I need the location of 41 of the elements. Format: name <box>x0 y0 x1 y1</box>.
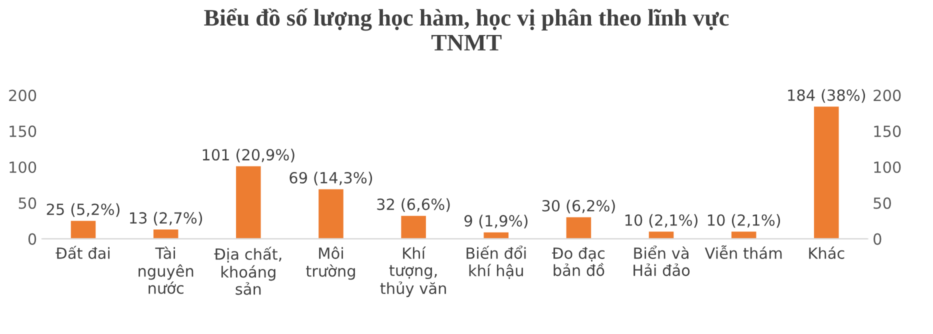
x-tick-label: Môi trường <box>306 246 355 280</box>
x-tick-label: Khác <box>809 246 844 259</box>
x-tick-label: Khí tượng, thủy văn <box>380 246 446 298</box>
x-tick-label: Biển và Hải đảo <box>634 246 690 276</box>
y2-tick-label: 0 <box>874 233 882 245</box>
bar <box>236 166 261 239</box>
y-tick-label: 200 <box>9 90 36 102</box>
y-tick-label: 100 <box>10 161 36 174</box>
bar <box>731 232 756 239</box>
data-label: 32 (6,6%) <box>377 198 450 212</box>
y-tick-label: 150 <box>10 126 36 138</box>
y2-tick-label: 100 <box>874 161 901 174</box>
y-tick-label: 0 <box>28 233 36 245</box>
chart-title: Biểu đồ số lượng học hàm, học vị phân theo lĩnh vực TNMT <box>204 8 729 50</box>
data-label: 184 (38%) <box>788 89 866 103</box>
bar <box>401 216 426 239</box>
x-tick-label: Địa chất, khoáng sản <box>214 246 282 295</box>
data-label: 30 (6,2%) <box>542 200 615 214</box>
data-label: 10 (2,1%) <box>708 214 780 228</box>
data-label: 25 (5,2%) <box>46 203 120 217</box>
data-label: 101 (20,9%) <box>202 148 294 162</box>
y2-tick-label: 200 <box>874 90 901 102</box>
bar <box>153 229 178 239</box>
bar <box>648 232 674 239</box>
y2-tick-label: 150 <box>874 126 901 138</box>
x-tick-label: Tài nguyên nước <box>138 246 194 294</box>
bar <box>814 106 839 239</box>
bar <box>318 189 344 239</box>
x-tick-label: Đất đai <box>56 246 110 259</box>
bar <box>70 220 96 239</box>
bar <box>566 217 592 239</box>
x-tick-label: Đo đạc bản đồ <box>552 247 604 276</box>
data-label: 10 (2,1%) <box>625 214 698 228</box>
x-tick-label: Biến đổi khí hậu <box>466 246 526 279</box>
bar <box>484 232 509 239</box>
data-label: 69 (14,3%) <box>290 172 372 186</box>
data-label: 9 (1,9%) <box>464 214 528 228</box>
data-label: 13 (2,7%) <box>130 212 202 226</box>
x-tick-label: Viễn thám <box>704 245 782 259</box>
y-tick-label: 50 <box>18 197 36 209</box>
y2-tick-label: 50 <box>874 197 891 209</box>
